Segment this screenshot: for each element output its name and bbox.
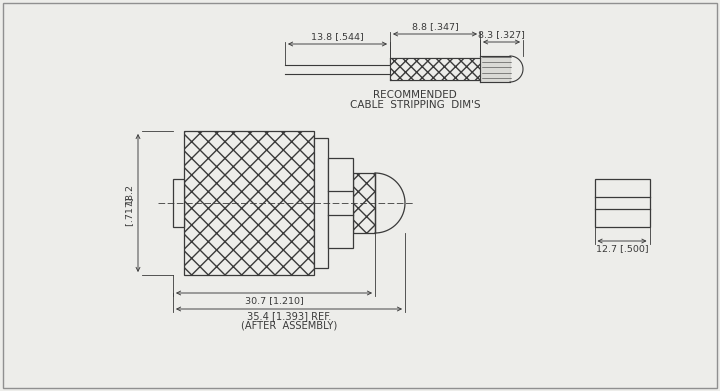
Text: 18.2: 18.2	[125, 183, 134, 203]
Text: CABLE  STRIPPING  DIM'S: CABLE STRIPPING DIM'S	[350, 100, 480, 110]
Text: 8.8 [.347]: 8.8 [.347]	[412, 22, 459, 31]
Text: 12.7 [.500]: 12.7 [.500]	[595, 244, 648, 253]
Bar	[390, 58, 480, 80]
Text: [.717]: [.717]	[125, 197, 134, 229]
Bar	[184, 131, 314, 275]
Text: 35.4 [1.393] REF.: 35.4 [1.393] REF.	[247, 311, 331, 321]
Text: 30.7 [1.210]: 30.7 [1.210]	[245, 296, 303, 305]
Bar	[353, 173, 375, 233]
Bar	[595, 179, 649, 227]
Text: (AFTER  ASSEMBLY): (AFTER ASSEMBLY)	[241, 320, 337, 330]
Text: 8.3 [.327]: 8.3 [.327]	[478, 30, 525, 39]
Bar	[173, 179, 184, 227]
Text: RECOMMENDED: RECOMMENDED	[373, 90, 457, 100]
Bar	[328, 158, 353, 248]
Text: 13.8 [.544]: 13.8 [.544]	[311, 32, 364, 41]
Bar	[314, 138, 328, 268]
